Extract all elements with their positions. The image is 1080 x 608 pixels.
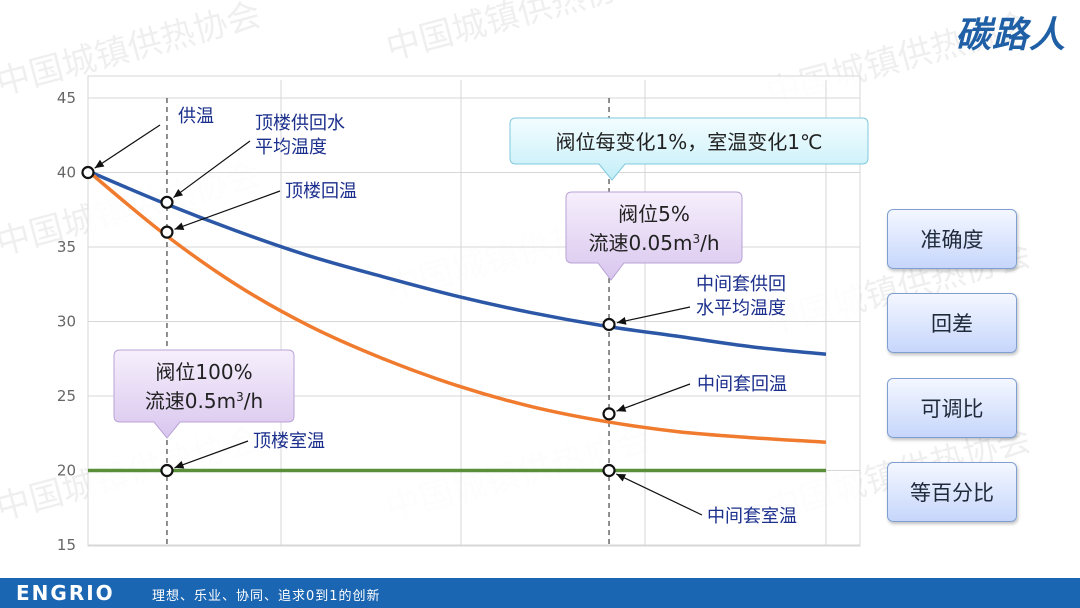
marker-point — [160, 195, 174, 209]
marker-point — [160, 463, 174, 478]
callout-valve-5: 阀位5% 流速0.05m3/h — [565, 191, 743, 281]
footer-logo: ENGRIO — [16, 581, 115, 605]
callout-valve-100: 阀位100% 流速0.5m3/h — [113, 349, 295, 439]
series-line-supply — [87, 169, 827, 357]
annotation-arrowhead — [174, 222, 185, 231]
marker-point — [602, 463, 616, 478]
y-tick-label: 40 — [57, 164, 76, 182]
callout-rule: 阀位每变化1%，室温变化1℃ — [509, 117, 869, 181]
marker-point — [160, 225, 174, 239]
annotation-arrows — [94, 124, 703, 516]
annotation-top-avg-line1: 顶楼供回水 — [255, 113, 345, 134]
annotation-top-avg-line2: 平均温度 — [255, 137, 327, 158]
y-tick-label: 35 — [57, 238, 76, 256]
annotation-mid-avg-line2: 水平均温度 — [696, 298, 786, 319]
callout-valve-5-line2: 流速0.05m3/h — [588, 231, 719, 255]
callout-valve-5-line1: 阀位5% — [618, 202, 690, 226]
annotation-top-return: 顶楼回温 — [285, 181, 357, 202]
callout-valve-100-line2: 流速0.5m3/h — [145, 389, 263, 413]
annotation-arrow — [173, 140, 251, 199]
rangeability-button[interactable]: 可调比 — [887, 378, 1017, 438]
markers-layer — [81, 165, 616, 478]
footer-bar: ENGRIO 理想、乐业、协同、追求0到1的创新 — [0, 578, 1080, 608]
callout-valve-100-line1: 阀位100% — [155, 360, 252, 384]
series-line-return — [86, 169, 827, 444]
annotation-arrowhead — [616, 404, 627, 412]
brand-logo: 碳路人 — [954, 15, 1066, 56]
marker-point — [602, 407, 616, 421]
annotation-arrow — [615, 473, 703, 516]
annotation-arrowhead — [94, 159, 105, 169]
y-tick-label: 20 — [57, 462, 76, 480]
marker-point — [602, 317, 616, 332]
annotation-top-room: 顶楼室温 — [253, 431, 325, 452]
y-axis: 15 20 25 30 35 40 45 — [57, 89, 76, 554]
annotation-supply-temp: 供温 — [178, 106, 214, 127]
annotation-arrow — [174, 190, 281, 230]
annotation-arrowhead — [616, 316, 627, 325]
annotation-arrow — [616, 306, 691, 324]
annotation-mid-avg-line1: 中间套供回 — [696, 274, 786, 295]
watermark-text: 中国城镇供热协会 — [382, 0, 655, 69]
annotation-arrow — [174, 440, 249, 469]
hysteresis-button[interactable]: 回差 — [887, 293, 1017, 353]
annotation-arrowhead — [616, 473, 627, 482]
y-tick-label: 45 — [57, 89, 76, 107]
callout-rule-text: 阀位每变化1%，室温变化1℃ — [556, 130, 823, 154]
y-tick-label: 25 — [57, 387, 76, 405]
annotation-mid-return: 中间套回温 — [697, 374, 787, 395]
y-tick-label: 15 — [57, 536, 76, 554]
y-tick-label: 30 — [57, 313, 76, 331]
annotation-arrowhead — [174, 460, 185, 469]
accuracy-button[interactable]: 准确度 — [887, 209, 1017, 269]
footer-slogan: 理想、乐业、协同、追求0到1的创新 — [152, 589, 381, 604]
annotation-mid-room: 中间套室温 — [707, 506, 797, 527]
marker-point — [81, 165, 95, 180]
annotation-arrow — [94, 124, 161, 169]
annotation-arrow — [616, 383, 691, 412]
annotation-arrowhead — [173, 188, 184, 198]
equal-percentage-button[interactable]: 等百分比 — [887, 462, 1017, 522]
